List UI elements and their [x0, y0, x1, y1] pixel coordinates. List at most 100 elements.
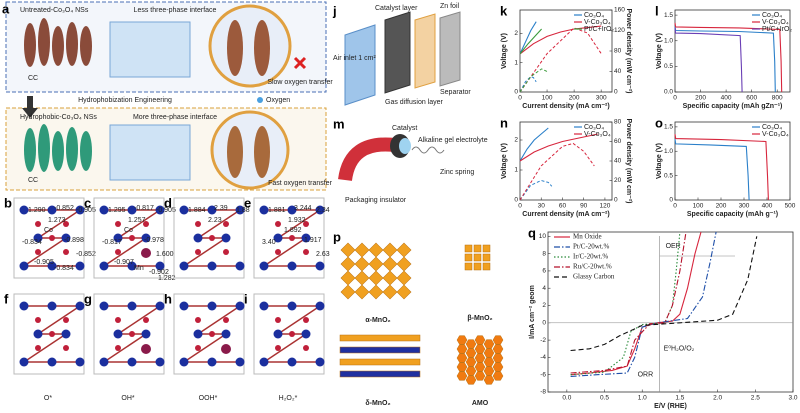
atom-o: [223, 249, 229, 255]
atom-co: [273, 329, 283, 339]
label: Hydrophobization Engineering: [78, 97, 172, 104]
bond: [183, 333, 227, 363]
atom-o: [275, 345, 281, 351]
cross: [293, 56, 307, 70]
x-axis-label: Current density (mA cm⁻²): [522, 211, 609, 218]
panel-label: c: [84, 195, 91, 210]
panel-m: m Catalyst Alkaline gel electrolyte Zinc…: [333, 116, 488, 203]
structure-g: g: [84, 291, 165, 375]
charge-label: 2.39: [214, 205, 228, 212]
atom-o: [35, 317, 41, 323]
y-axis-label: Voltage (V): [501, 143, 508, 179]
label: Zn foil: [440, 3, 460, 10]
oxygen-icon: [257, 97, 263, 103]
plot-frame: [547, 231, 794, 393]
y-tick-label: 0.0: [664, 89, 673, 96]
charge-label: -0.905: [156, 207, 176, 214]
atom-mn: [141, 248, 151, 258]
atom-co: [315, 205, 325, 215]
hexagon: [474, 353, 486, 363]
atom-co: [61, 329, 71, 339]
y2-tick-label: 120: [614, 27, 625, 34]
nanosheets: [24, 124, 92, 172]
y2-axis-label: Power density (mW cm⁻²): [625, 119, 632, 204]
series-line: [674, 134, 769, 201]
chart-o: o 0 100 200 300 400 500 0 0.5 1.0 1.5 Specific capa…: [655, 115, 796, 217]
bond: [117, 209, 161, 239]
atom-co: [301, 233, 311, 243]
x-tick-label: 500: [785, 203, 796, 210]
label: δ-MnO₂: [365, 400, 390, 407]
label: Separator: [440, 89, 471, 96]
octahedron: [340, 284, 356, 300]
charge-label: -0.905: [34, 259, 54, 266]
atom-mn: [141, 344, 151, 354]
legend-label: Mn Oxide: [573, 233, 602, 241]
x-tick-label: 300: [596, 95, 607, 102]
atom-co: [155, 301, 165, 311]
bond: [23, 333, 67, 363]
charge-label: Mn: [134, 265, 144, 272]
atom-co: [155, 205, 165, 215]
atom-co: [75, 357, 85, 367]
charge-label: 1.290: [28, 207, 46, 214]
y-axis-label: Voltage (V): [656, 143, 663, 179]
panel-label: g: [84, 291, 92, 306]
atom-co: [75, 261, 85, 271]
atom-o: [63, 249, 69, 255]
atom-co: [179, 261, 189, 271]
hexagon: [474, 362, 486, 372]
label: Oxygen: [266, 97, 290, 104]
hexagon: [483, 348, 495, 358]
y-tick-label: 1.5: [664, 124, 673, 131]
label: Hydrophobic-Co₃O₄ NSs: [20, 114, 97, 121]
panel-j: j Catalyst layer Zn foil Air inlet 1 cm²…: [332, 3, 471, 106]
octahedron: [340, 256, 356, 272]
x-tick-label: 100: [542, 95, 553, 102]
legend-label: V-Co₃O₄: [584, 19, 611, 26]
atom-co: [127, 261, 137, 271]
hexagon: [474, 344, 486, 354]
hexagon: [483, 375, 495, 385]
y-tick-label: 0: [514, 197, 518, 204]
bond: [263, 333, 307, 363]
x-tick-label: 1.5: [675, 395, 684, 402]
charge-label: 1.257: [128, 217, 146, 224]
series-line: [519, 25, 602, 55]
hexagon: [456, 362, 468, 372]
atom-co: [127, 301, 137, 311]
atom-o: [35, 221, 41, 227]
panel-label: q: [528, 225, 536, 240]
atom-co: [315, 301, 325, 311]
hexagon: [465, 357, 477, 367]
atom-co: [287, 261, 297, 271]
atom-o: [63, 317, 69, 323]
charge-label: 1.295: [108, 207, 126, 214]
atom-o: [115, 249, 121, 255]
octahedron: [396, 270, 412, 286]
y-tick-label: -2: [540, 337, 546, 344]
atom-co: [259, 357, 269, 367]
label: β-MnO₂: [467, 315, 492, 322]
y2-axis-label: Power density (mW cm⁻²): [625, 9, 632, 94]
atom-co: [47, 301, 57, 311]
hexagon: [492, 344, 504, 354]
legend-label: V-Co₃O₄: [762, 131, 789, 138]
hexagon: [474, 371, 486, 381]
octahedron: [482, 244, 491, 253]
octahedron: [354, 270, 370, 286]
x-tick-label: 30: [538, 203, 546, 210]
legend-label: Co₃O₄: [762, 12, 782, 19]
series-line: [519, 28, 543, 55]
atom-o: [115, 345, 121, 351]
series-line: [519, 127, 549, 162]
atom-o: [303, 345, 309, 351]
legend-label: V-Co₃O₄: [584, 131, 611, 138]
atom-co: [99, 205, 109, 215]
octahedron: [354, 242, 370, 258]
atom-o: [35, 249, 41, 255]
bond: [277, 209, 321, 239]
power-line: [519, 179, 553, 201]
annotation: E⁰H₂O/O₂: [664, 345, 695, 353]
